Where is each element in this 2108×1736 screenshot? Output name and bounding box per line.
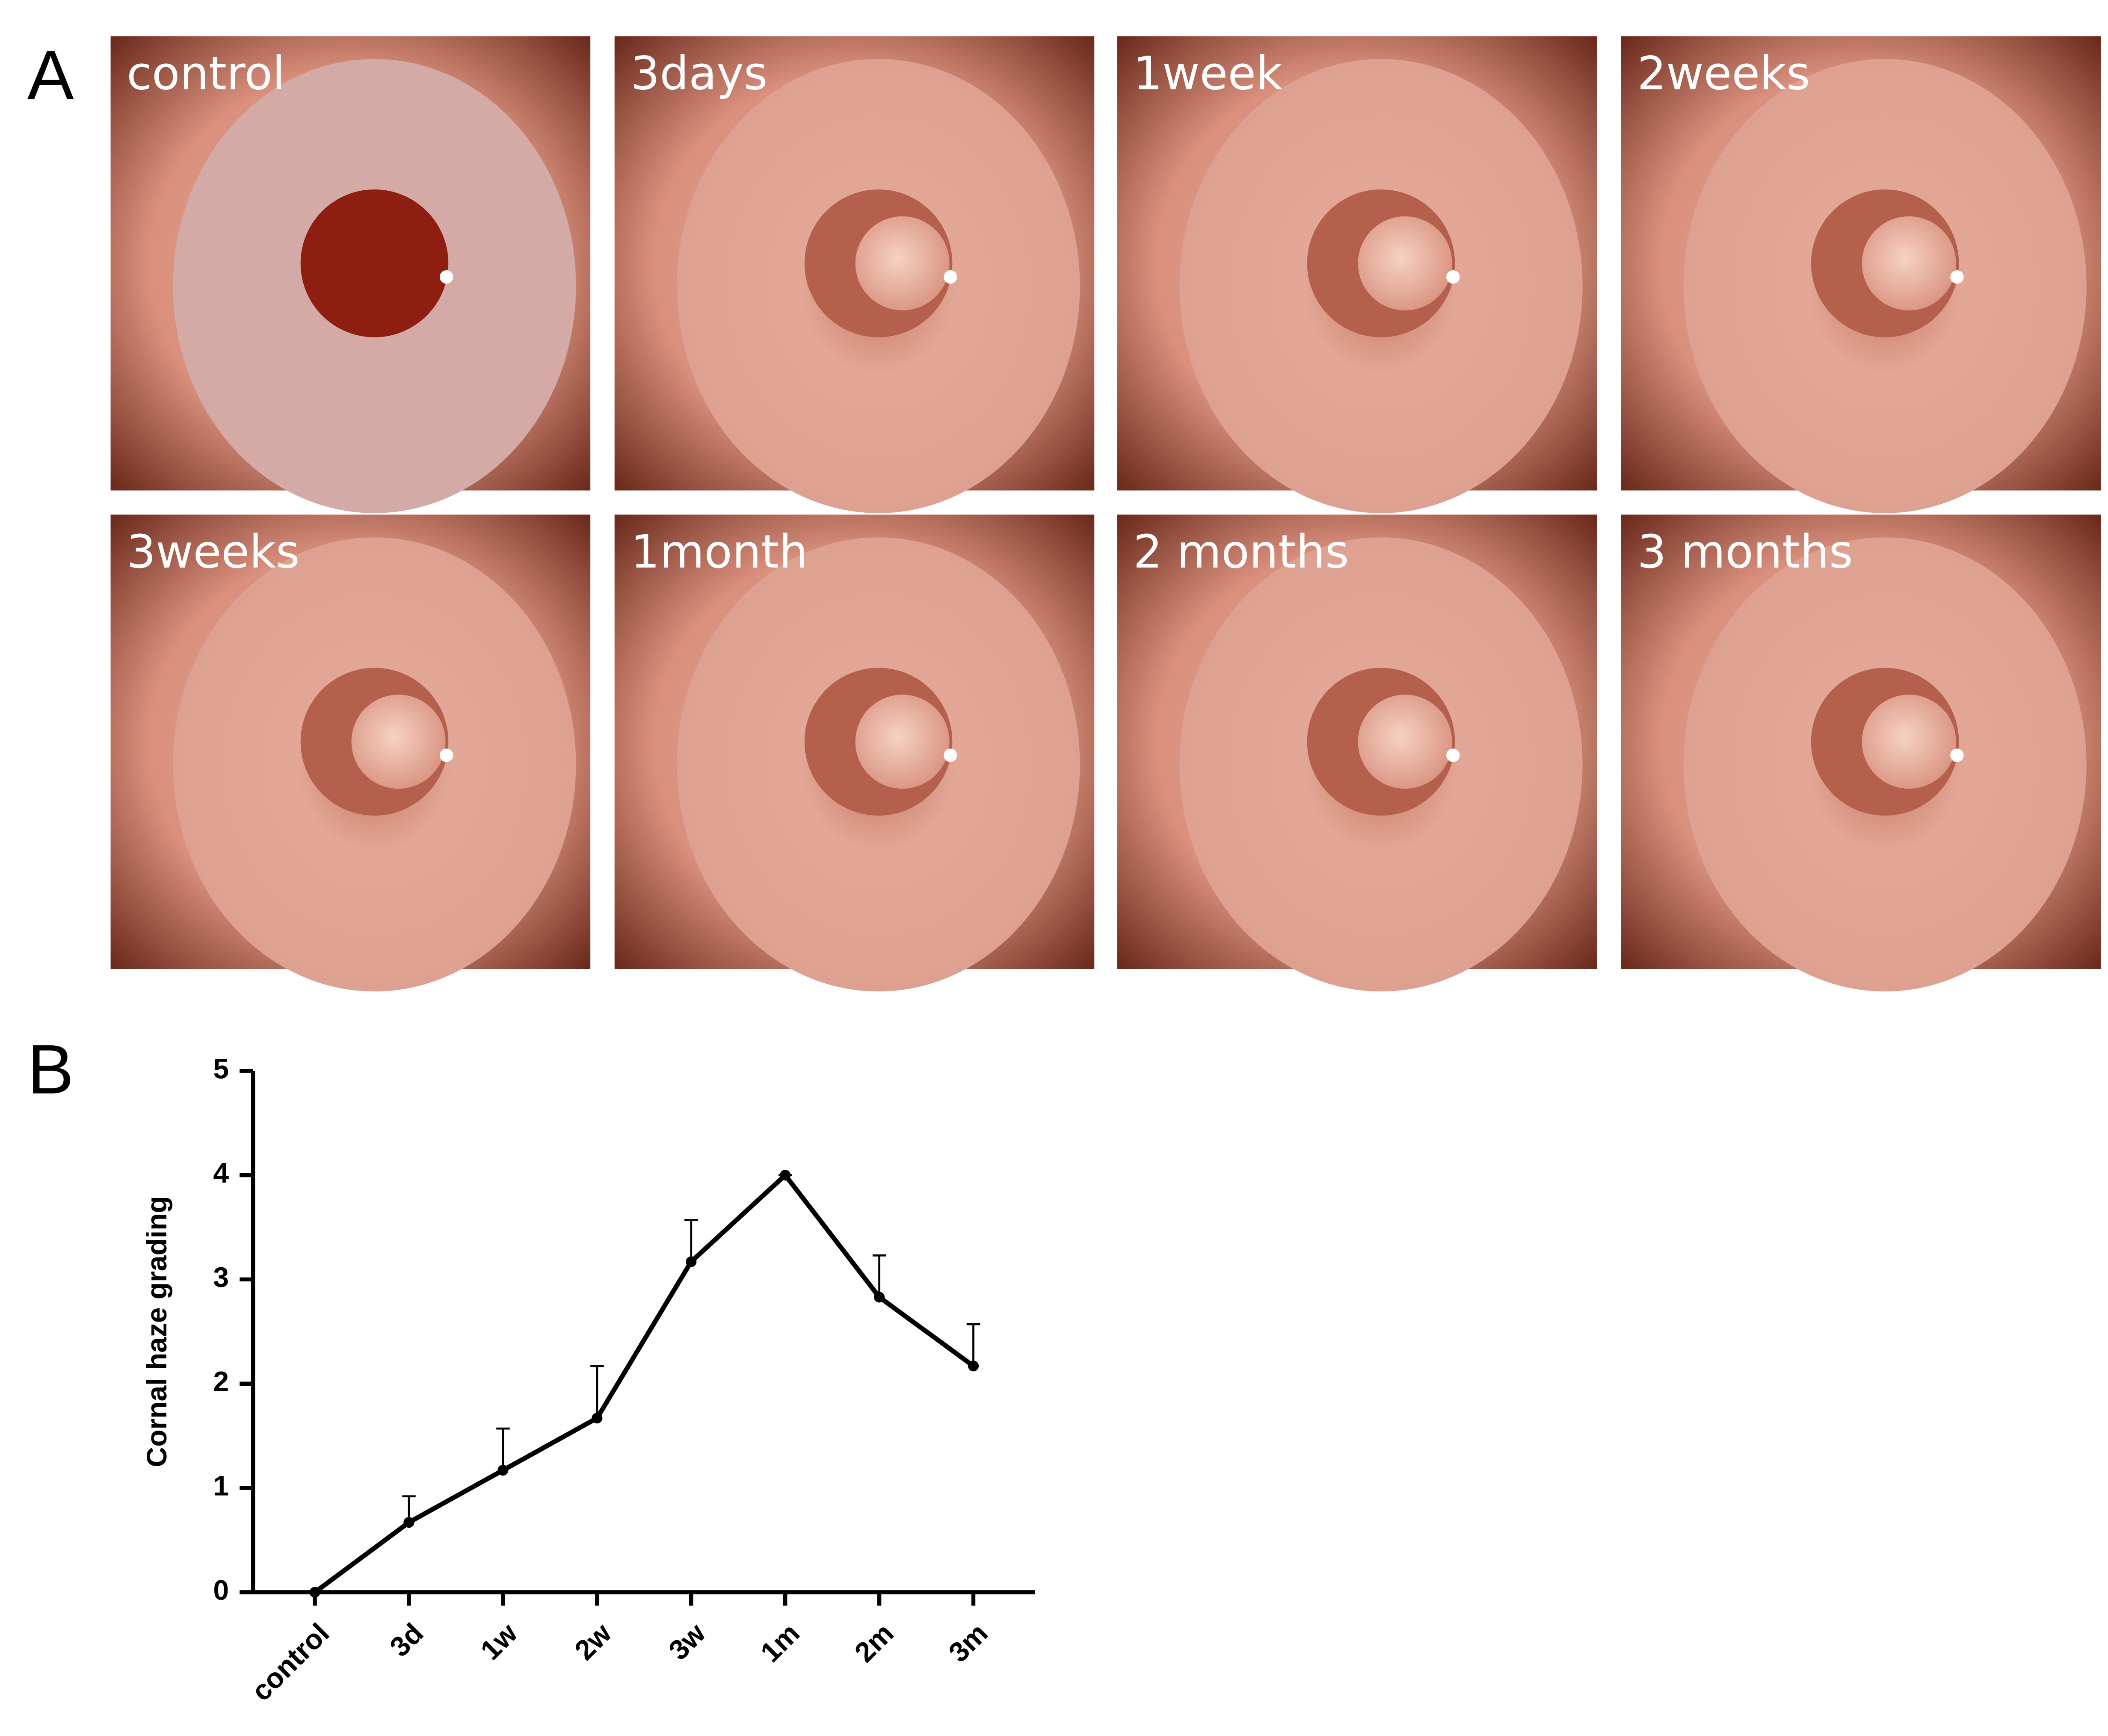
y-tick-label: 1 [213, 1470, 229, 1501]
error-bar [872, 1254, 886, 1297]
chart: 0 1 2 3 4 5 Cornal haze grading control 3d 1w 2w 3w… [141, 1053, 1036, 1707]
error-bar [590, 1365, 604, 1418]
y-tick-label: 0 [213, 1574, 229, 1606]
data-point [403, 1517, 414, 1528]
error-bar [496, 1427, 510, 1470]
panel-label: B [27, 1030, 74, 1108]
x-tick-label: 1w [474, 1617, 524, 1666]
data-point [780, 1170, 791, 1181]
data-point [686, 1256, 697, 1267]
photo: 3weeks [110, 515, 591, 992]
photo: 3days [614, 36, 1095, 513]
reflection [1950, 748, 1964, 762]
haze [1358, 216, 1452, 311]
photo-caption: 3 months [1637, 526, 1853, 579]
data-point [874, 1292, 885, 1303]
reflection [1446, 270, 1460, 284]
photo: 2 months [1117, 515, 1597, 992]
haze [1862, 695, 1956, 789]
haze [1358, 695, 1452, 789]
y-axis-title: Cornal haze grading [141, 1196, 172, 1467]
data-point [497, 1465, 509, 1476]
photo: 2weeks [1621, 36, 2101, 513]
haze [1862, 216, 1956, 311]
x-tick-label: 1m [754, 1617, 805, 1668]
x-tick-label: 3d [384, 1617, 429, 1663]
data-point [309, 1587, 320, 1598]
y-tick-label: 4 [213, 1157, 229, 1189]
haze [351, 695, 446, 789]
y-tick-label: 2 [213, 1366, 229, 1397]
error-bar [684, 1219, 698, 1262]
x-tick-label: 2w [568, 1617, 618, 1666]
photo-caption: 3days [631, 47, 767, 100]
data-line [313, 1171, 975, 1594]
photo-caption: 2 months [1133, 526, 1349, 579]
photo-caption: 2weeks [1637, 47, 1810, 100]
photo-grid: control 3days 1week 2weeks 3weeks 1month 2 mon… [110, 36, 2101, 992]
haze [855, 216, 950, 311]
x-tick-label: 3w [663, 1617, 712, 1666]
x-tick-label: 2m [848, 1617, 900, 1668]
photo: 1month [614, 515, 1095, 992]
y-tick-label: 5 [213, 1053, 229, 1084]
haze [855, 695, 950, 789]
photo-caption: control [127, 47, 285, 100]
reflection [1950, 270, 1964, 284]
photo: 3 months [1621, 515, 2101, 992]
photo-caption: 3weeks [127, 526, 299, 579]
reflection [439, 270, 453, 284]
pupil [300, 189, 449, 337]
reflection [944, 270, 957, 284]
panel-label: A [27, 36, 74, 114]
x-tick-label: control [245, 1617, 335, 1707]
photo-caption: 1month [631, 526, 808, 579]
data-point [592, 1413, 603, 1424]
error-bar [966, 1323, 980, 1366]
reflection [439, 748, 453, 762]
y-tick-label: 3 [213, 1261, 229, 1293]
data-point [968, 1360, 979, 1372]
x-tick-label: 3m [942, 1617, 994, 1668]
photo-caption: 1week [1133, 47, 1282, 100]
reflection [1446, 748, 1460, 762]
reflection [944, 748, 957, 762]
photo: control [110, 36, 591, 513]
photo: 1week [1117, 36, 1597, 513]
